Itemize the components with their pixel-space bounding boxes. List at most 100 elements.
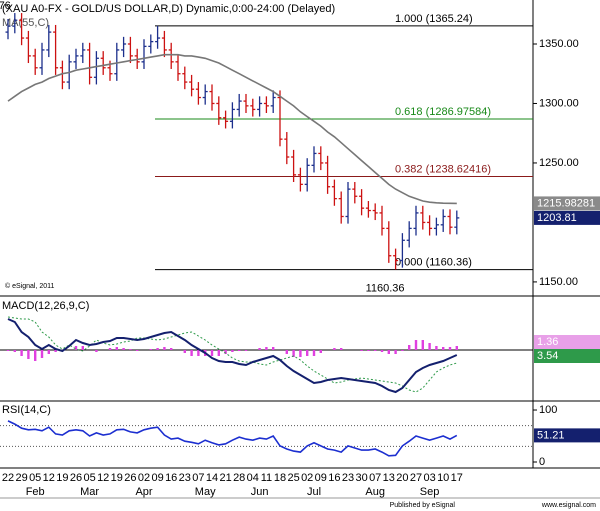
watermark: © eSignal, 2011 <box>5 282 55 290</box>
x-tick-label: 17 <box>451 472 463 484</box>
x-tick-label: 07 <box>192 472 204 484</box>
x-tick-label: 19 <box>111 472 123 484</box>
value-marker-label: 51.21 <box>537 429 565 441</box>
month-label: Jul <box>307 486 321 498</box>
fib-label: 0.000 (1160.36) <box>395 256 472 268</box>
low-label: 1160.36 <box>366 282 405 294</box>
histogram-bar <box>374 350 377 351</box>
value-marker <box>534 210 600 225</box>
x-tick-label: 09 <box>151 472 163 484</box>
x-tick-label: 28 <box>233 472 245 484</box>
x-tick-label: 20 <box>396 472 408 484</box>
month-label: May <box>195 486 216 498</box>
month-label: Mar <box>80 486 99 498</box>
histogram-bar <box>312 350 316 356</box>
x-tick-label: 05 <box>83 472 95 484</box>
histogram-bar <box>435 346 438 350</box>
high-label: 1376 <box>0 0 11 12</box>
histogram-bar <box>272 347 275 350</box>
x-tick-label: 27 <box>410 472 422 484</box>
signal-line <box>7 316 457 393</box>
month-label: Apr <box>135 486 152 498</box>
value-marker <box>534 349 600 363</box>
histogram-bar <box>401 350 404 351</box>
histogram-bar <box>408 345 411 350</box>
histogram-bar <box>54 350 57 352</box>
histogram-bar <box>380 350 384 352</box>
histogram-bar <box>163 347 166 350</box>
month-label: Aug <box>365 486 385 498</box>
y-tick-label: 1350.00 <box>539 38 579 50</box>
histogram-bar <box>108 348 112 350</box>
x-tick-label: 09 <box>315 472 327 484</box>
x-tick-label: 23 <box>342 472 354 484</box>
fib-label: 1.000 (1365.24) <box>395 13 473 25</box>
x-tick-label: 25 <box>287 472 299 484</box>
x-tick-label: 10 <box>437 472 449 484</box>
month-label: Feb <box>26 486 45 498</box>
histogram-bar <box>27 350 30 359</box>
footer-text: www.esignal.com <box>541 502 596 509</box>
histogram-bar <box>421 340 424 350</box>
histogram-bar <box>258 348 261 350</box>
histogram-bar <box>210 350 214 356</box>
histogram-bar <box>40 350 44 358</box>
macd-line <box>7 318 458 394</box>
x-tick-label: 02 <box>138 472 150 484</box>
rsi-line <box>7 420 458 457</box>
histogram-bar <box>149 349 152 350</box>
x-tick-label: 29 <box>15 472 27 484</box>
month-label: Sep <box>420 486 440 498</box>
histogram-bar <box>95 350 98 352</box>
x-tick-label: 05 <box>29 472 41 484</box>
x-tick-label: 16 <box>328 472 340 484</box>
x-tick-label: 07 <box>369 472 381 484</box>
histogram-bar <box>360 350 363 351</box>
histogram-bar <box>170 348 173 350</box>
histogram-bar <box>231 350 234 352</box>
y-tick-label: 1300.00 <box>539 97 579 109</box>
histogram-bar <box>136 350 139 351</box>
y-tick-label: 0 <box>539 456 545 468</box>
histogram-bar <box>217 350 220 356</box>
y-tick-label: 1250.00 <box>539 157 579 169</box>
x-tick-label: 30 <box>355 472 367 484</box>
y-tick-label: 1150.00 <box>539 276 578 288</box>
histogram-bar <box>13 350 16 352</box>
histogram-bar <box>156 348 159 350</box>
x-tick-label: 11 <box>261 472 272 484</box>
x-tick-label: 22 <box>2 472 14 484</box>
x-tick-label: 18 <box>274 472 286 484</box>
fib-label: 0.618 (1286.97584) <box>395 106 491 118</box>
x-tick-label: 12 <box>43 472 55 484</box>
histogram-bar <box>74 346 78 350</box>
x-tick-label: 02 <box>301 472 313 484</box>
value-marker-label: 1203.81 <box>537 212 577 224</box>
histogram-bar <box>238 350 241 351</box>
histogram-bar <box>367 350 370 351</box>
histogram-bar <box>306 350 309 356</box>
histogram-bar <box>387 350 390 354</box>
histogram-bar <box>244 350 248 351</box>
histogram-bar <box>129 349 132 350</box>
x-tick-label: 16 <box>165 472 177 484</box>
x-tick-label: 23 <box>179 472 191 484</box>
histogram-bar <box>333 348 336 350</box>
histogram-bar <box>197 350 200 356</box>
histogram-bar <box>190 350 193 356</box>
histogram-bar <box>340 348 343 350</box>
ma-legend: MA(55,C) <box>2 17 49 29</box>
x-tick-label: 03 <box>423 472 435 484</box>
x-tick-label: 12 <box>97 472 109 484</box>
value-marker-label: 3.54 <box>537 350 558 362</box>
histogram-bar <box>448 347 452 350</box>
month-label: Jun <box>251 486 269 498</box>
histogram-bar <box>292 350 295 357</box>
ma-line <box>7 53 457 205</box>
value-marker-label: 1215.98281 <box>537 197 595 209</box>
x-tick-label: 26 <box>124 472 136 484</box>
histogram-bar <box>224 350 227 354</box>
histogram-bar <box>115 347 118 350</box>
x-tick-label: 04 <box>247 472 259 484</box>
